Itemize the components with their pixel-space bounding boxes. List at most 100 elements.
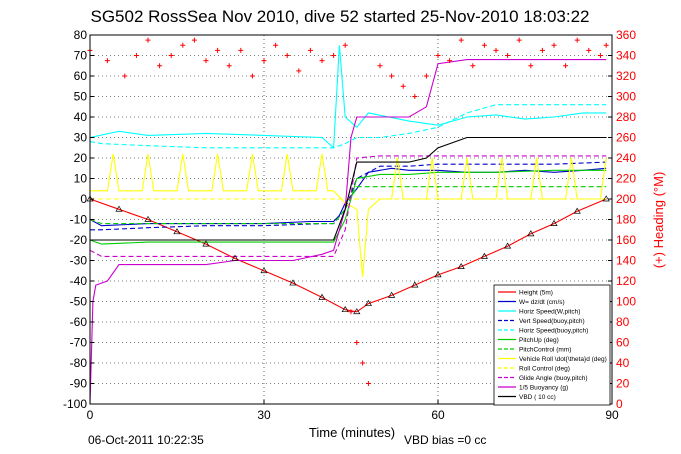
y-tick-label: 40 <box>74 110 88 124</box>
depth-point <box>318 293 326 300</box>
y-tick-label: -40 <box>70 274 88 288</box>
right-tick-label: 280 <box>616 110 636 124</box>
heading-point <box>157 63 163 69</box>
heading-point <box>377 63 383 69</box>
legend: Height (5m) W= dz/dt (cm/s) Horiz Speed(W,… <box>493 284 611 406</box>
depth-point <box>364 299 373 306</box>
heading-point <box>238 47 244 53</box>
depth-point <box>202 240 210 247</box>
legend-label: Height (5m) <box>519 290 553 297</box>
legend-label: Horiz Speed(W,pitch) <box>519 309 580 316</box>
right-tick-label: 80 <box>616 315 630 329</box>
depth-point <box>341 306 349 313</box>
heading-markers <box>87 37 609 386</box>
heading-point <box>249 73 255 79</box>
legend-label: Roll Control (deg) <box>519 366 570 373</box>
heading-point <box>516 37 522 43</box>
depth-point <box>573 207 581 214</box>
series-line-0 <box>89 198 607 313</box>
heading-point <box>133 53 139 58</box>
heading-point <box>400 83 406 89</box>
legend-label: Vehicle Roll \dot{\theta}d (deg) <box>519 356 607 363</box>
series-line-9 <box>89 155 607 257</box>
y-tick-label: -50 <box>70 295 88 309</box>
heading-point <box>563 63 569 69</box>
right-tick-label: 320 <box>616 69 636 83</box>
right-tick-label: 200 <box>616 192 636 206</box>
legend-label: W= dz/dt (cm/s) <box>519 299 565 306</box>
y-tick-label: 60 <box>74 69 88 83</box>
depth-point <box>550 219 558 226</box>
depth-point <box>602 195 610 202</box>
legend-label: PitchControl (mm) <box>519 347 571 354</box>
depth-point <box>434 271 442 278</box>
legend-label: PitchUp (deg) <box>519 337 559 344</box>
series-line-7 <box>90 153 607 277</box>
y-tick-label: -90 <box>70 377 88 391</box>
y-tick-label: 70 <box>74 49 88 63</box>
y-tick-label: -20 <box>70 233 88 247</box>
heading-point <box>389 73 395 79</box>
heading-point <box>104 58 110 64</box>
heading-point <box>603 42 609 48</box>
heading-point <box>470 63 476 69</box>
depth-point <box>387 291 396 298</box>
series-layer <box>86 45 610 405</box>
right-tick-label: 180 <box>616 213 636 227</box>
legend-label: Vert Speed(buoy,pitch) <box>519 318 585 325</box>
depth-point <box>289 279 297 286</box>
heading-point <box>296 68 302 74</box>
legend-label: Glide Angle (buoy,pitch) <box>519 375 588 382</box>
right-tick-label: 20 <box>616 377 630 391</box>
heading-point <box>191 37 197 43</box>
x-axis: 0 30 60 90 <box>87 400 619 422</box>
right-tick-label: 100 <box>616 295 636 309</box>
footer-date: 06-Oct-2011 10:22:35 <box>88 433 204 447</box>
heading-point <box>348 309 354 315</box>
legend-label: VBD ( 10 cc) <box>519 394 556 401</box>
heading-point <box>168 53 174 58</box>
y-tick-label: -10 <box>70 213 88 227</box>
y-tick-label: -100 <box>63 397 87 411</box>
heading-point <box>354 340 360 345</box>
y-tick-label: 80 <box>74 28 88 42</box>
heading-point <box>180 42 186 48</box>
y-tick-label: -70 <box>70 336 88 350</box>
heading-point <box>423 73 429 79</box>
heading-point <box>528 63 534 69</box>
heading-point <box>342 42 348 48</box>
heading-point <box>505 53 511 58</box>
depth-point <box>411 281 419 288</box>
depth-point <box>527 230 535 237</box>
heading-point <box>458 37 464 43</box>
depth-point <box>457 262 465 269</box>
depth-point <box>144 215 152 222</box>
series-line-3 <box>90 161 607 231</box>
right-tick-label: 300 <box>616 90 636 104</box>
series-line-11 <box>90 136 607 241</box>
y-tick-label: -80 <box>70 356 88 370</box>
footer-vbd-bias: VBD bias =0 cc <box>404 433 486 447</box>
right-tick-label: 120 <box>616 274 636 288</box>
heading-point <box>597 53 603 58</box>
heading-point <box>539 47 545 53</box>
depth-point <box>503 242 512 249</box>
depth-point <box>231 254 239 261</box>
heading-point <box>145 37 151 43</box>
right-tick-label: 40 <box>616 356 630 370</box>
series-line-4 <box>89 104 607 149</box>
right-tick-label: 0 <box>616 397 623 411</box>
heading-point <box>412 94 418 99</box>
x-tick-label: 60 <box>431 408 445 422</box>
heading-point <box>284 53 290 58</box>
heading-point <box>203 58 209 64</box>
heading-point <box>493 47 499 53</box>
chart-title: SG502 RossSea Nov 2010, dive 52 started … <box>91 7 590 26</box>
heading-point <box>319 58 325 64</box>
heading-point <box>261 58 267 64</box>
heading-point <box>226 63 232 69</box>
heading-point <box>447 58 453 64</box>
right-tick-label: 260 <box>616 131 636 145</box>
series-line-6 <box>89 186 607 225</box>
